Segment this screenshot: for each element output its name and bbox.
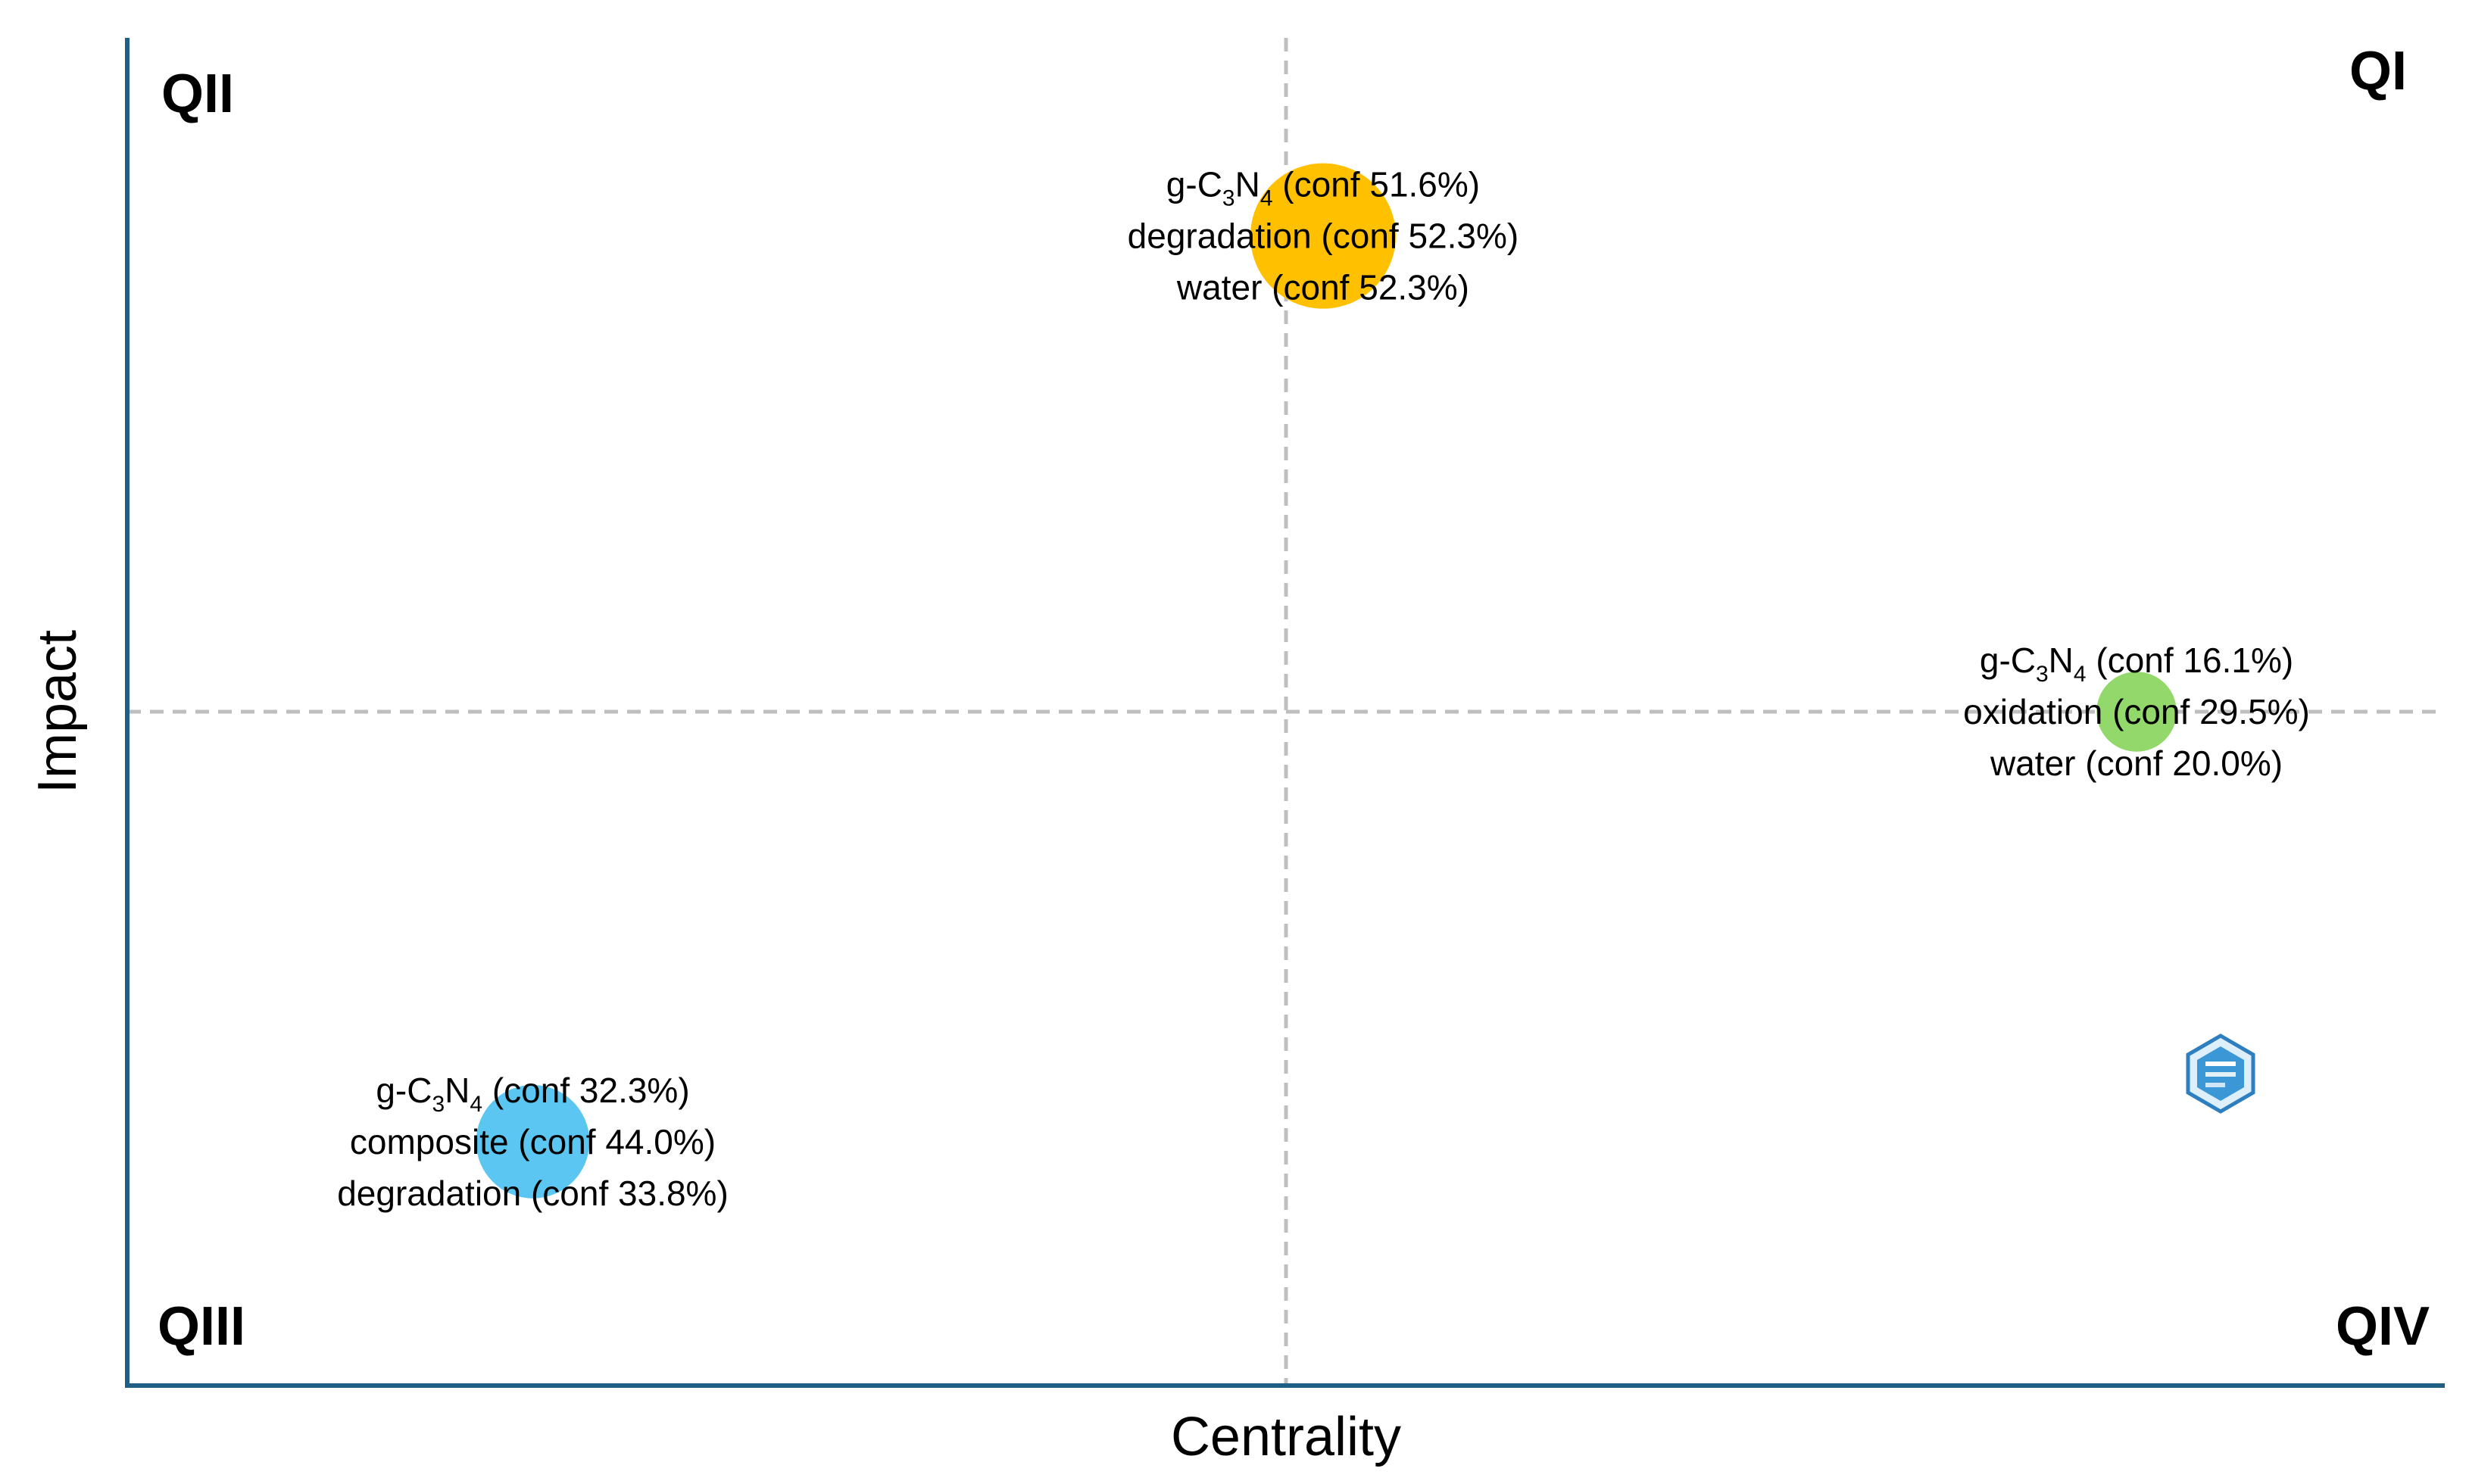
bubble-label-cluster-2-line-1: g-C3N4 (conf 16.1%) bbox=[1980, 641, 2293, 687]
bubble-label-cluster-3-line-1: g-C3N4 (conf 32.3%) bbox=[376, 1071, 689, 1117]
bubble-label-cluster-1-line-2: degradation (conf 52.3%) bbox=[1128, 217, 1519, 256]
bubble-label-cluster-1-line-3: water (conf 52.3%) bbox=[1176, 268, 1469, 307]
bubble-cluster-3 bbox=[476, 1084, 590, 1199]
y-axis-title: Impact bbox=[27, 630, 88, 793]
bubble-label-cluster-2-line-2: oxidation (conf 29.5%) bbox=[1963, 692, 2310, 731]
quadrant-label-qiii: QIII bbox=[158, 1296, 245, 1357]
bubble-label-cluster-1-line-1: g-C3N4 (conf 51.6%) bbox=[1166, 165, 1480, 211]
bubble-cluster-1 bbox=[1250, 163, 1396, 309]
hexagon-logo-icon bbox=[2186, 1034, 2255, 1114]
bubble-label-cluster-3-line-3: degradation (conf 33.8%) bbox=[337, 1174, 729, 1213]
quadrant-label-qiv: QIV bbox=[2336, 1296, 2430, 1357]
bubble-label-cluster-3-line-2: composite (conf 44.0%) bbox=[350, 1122, 716, 1161]
bubble-cluster-2 bbox=[2096, 672, 2177, 752]
bubble-label-cluster-2-line-3: water (conf 20.0%) bbox=[1990, 744, 2283, 783]
bubble-layer: g-C3N4 (conf 51.6%) degradation (conf 52.… bbox=[337, 163, 2310, 1213]
quadrant-label-qii: QII bbox=[161, 64, 234, 124]
quadrant-label-qi: QI bbox=[2349, 41, 2407, 101]
x-axis-title: Centrality bbox=[1171, 1407, 1401, 1467]
